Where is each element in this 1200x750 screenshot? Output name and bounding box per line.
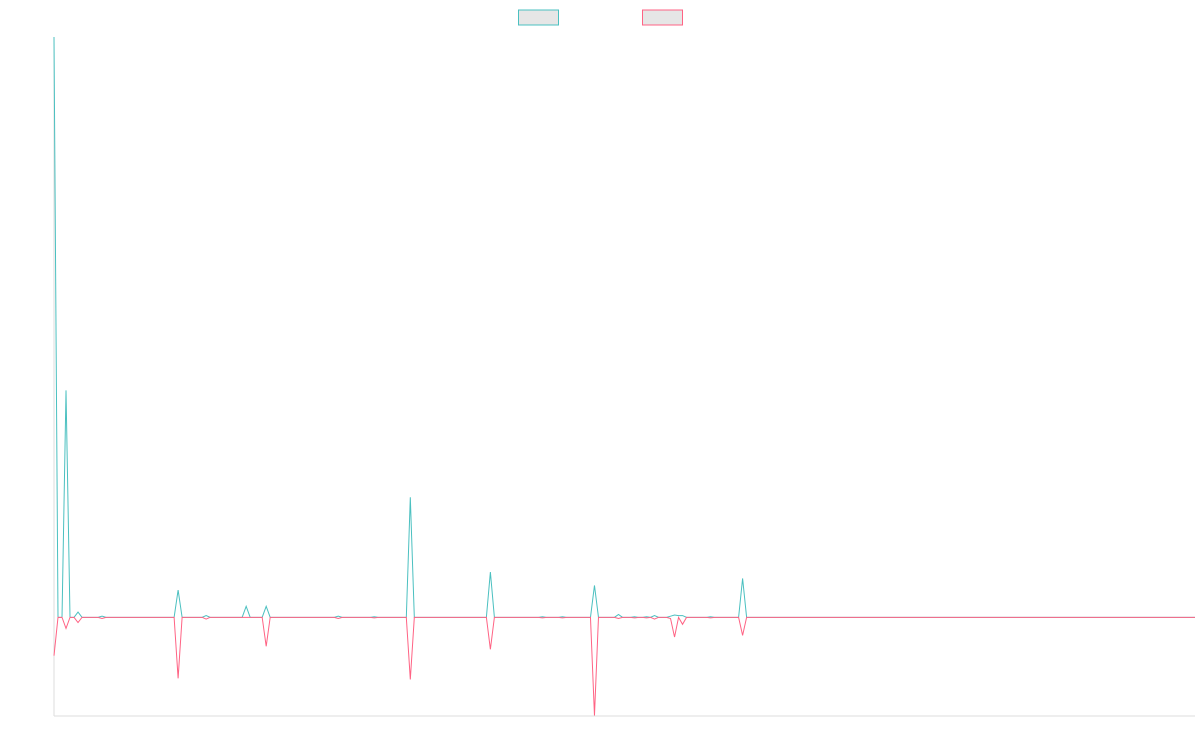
legend-swatch [518, 9, 559, 26]
line [53, 615, 1195, 716]
legend-swatch [642, 9, 683, 26]
line [53, 36, 1195, 618]
